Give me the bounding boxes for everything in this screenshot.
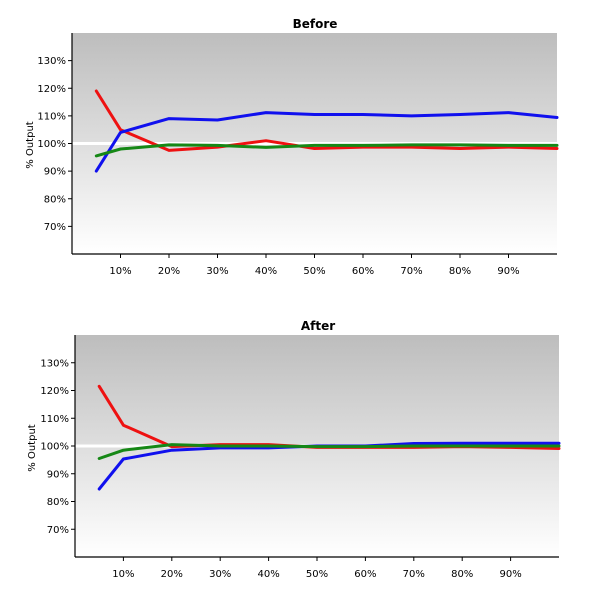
x-tick-label: 40% [255, 266, 277, 277]
series-line-2 [94, 143, 559, 158]
y-tick-label: 100% [37, 139, 66, 150]
y-tick-label: 110% [40, 414, 69, 425]
x-ticks: 10% 20% 30% 40% 50% 60% 70% 80% 90% [109, 254, 520, 277]
x-tick-label: 20% [158, 266, 180, 277]
y-axis-label: % Output [27, 424, 38, 471]
x-tick-label: 80% [449, 266, 471, 277]
y-ticks: 70% 80% 90% 100% 110% 120% 130% [37, 56, 72, 233]
x-tick-label: 50% [303, 266, 325, 277]
x-tick-label: 30% [206, 266, 228, 277]
x-tick-label: 80% [451, 569, 473, 580]
x-tick-label: 60% [354, 569, 376, 580]
series-line-1 [94, 111, 559, 173]
x-ticks: 10% 20% 30% 40% 50% 60% 70% 80% 90% [112, 557, 522, 580]
series-line-2 [97, 443, 561, 460]
chart-before: Before 70% 80% 90% 100% 110% 120% 130% 10% 20% 3… [25, 17, 559, 277]
y-tick-label: 80% [47, 497, 69, 508]
x-tick-label: 20% [161, 569, 183, 580]
chart-after: After 70% 80% 90% 100% 110% 120% 130% 10% 20% 30… [27, 319, 561, 580]
series-line-0 [94, 89, 559, 152]
y-tick-label: 100% [40, 442, 69, 453]
y-tick-label: 130% [37, 56, 66, 67]
y-tick-label: 120% [37, 84, 66, 95]
x-tick-label: 40% [257, 569, 279, 580]
y-axis-label: % Output [25, 121, 36, 168]
y-tick-label: 70% [47, 525, 69, 536]
series-layer [97, 384, 561, 491]
y-tick-label: 70% [44, 222, 66, 233]
x-tick-label: 10% [112, 569, 134, 580]
x-tick-label: 50% [306, 569, 328, 580]
x-tick-label: 90% [499, 569, 521, 580]
x-tick-label: 30% [209, 569, 231, 580]
y-tick-label: 90% [47, 469, 69, 480]
x-tick-label: 70% [403, 569, 425, 580]
y-ticks: 70% 80% 90% 100% 110% 120% 130% [40, 358, 75, 536]
y-tick-label: 80% [44, 194, 66, 205]
chart-title: Before [293, 17, 338, 31]
y-tick-label: 120% [40, 386, 69, 397]
x-tick-label: 70% [400, 266, 422, 277]
x-tick-label: 90% [497, 266, 519, 277]
y-tick-label: 130% [40, 358, 69, 369]
y-tick-label: 110% [37, 111, 66, 122]
series-layer [94, 89, 559, 173]
y-tick-label: 90% [44, 167, 66, 178]
x-tick-label: 60% [352, 266, 374, 277]
x-tick-label: 10% [109, 266, 131, 277]
chart-title: After [301, 319, 335, 333]
